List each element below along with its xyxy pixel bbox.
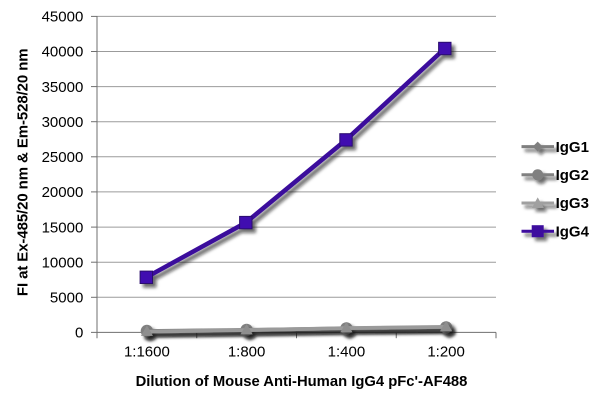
svg-text:1:1600: 1:1600 — [124, 344, 170, 361]
svg-text:1:800: 1:800 — [228, 344, 266, 361]
svg-text:40000: 40000 — [42, 44, 84, 61]
svg-text:IgG1: IgG1 — [556, 139, 589, 156]
svg-text:5000: 5000 — [50, 290, 83, 307]
svg-text:45000: 45000 — [42, 9, 84, 26]
svg-text:0: 0 — [75, 325, 83, 342]
svg-text:35000: 35000 — [42, 79, 84, 96]
svg-text:IgG3: IgG3 — [556, 195, 589, 212]
svg-text:1:200: 1:200 — [427, 344, 465, 361]
svg-text:IgG2: IgG2 — [556, 167, 589, 184]
svg-text:10000: 10000 — [42, 254, 84, 271]
svg-text:20000: 20000 — [42, 184, 84, 201]
svg-text:FI at Ex-485/20 nm & Em-528/20: FI at Ex-485/20 nm & Em-528/20 nm — [14, 48, 31, 296]
svg-text:IgG4: IgG4 — [556, 223, 590, 240]
svg-text:25000: 25000 — [42, 149, 84, 166]
svg-text:1:400: 1:400 — [328, 344, 366, 361]
svg-text:30000: 30000 — [42, 114, 84, 131]
svg-text:Dilution of Mouse Anti-Human I: Dilution of Mouse Anti-Human IgG4 pFc'-A… — [136, 374, 468, 390]
svg-text:15000: 15000 — [42, 219, 84, 236]
